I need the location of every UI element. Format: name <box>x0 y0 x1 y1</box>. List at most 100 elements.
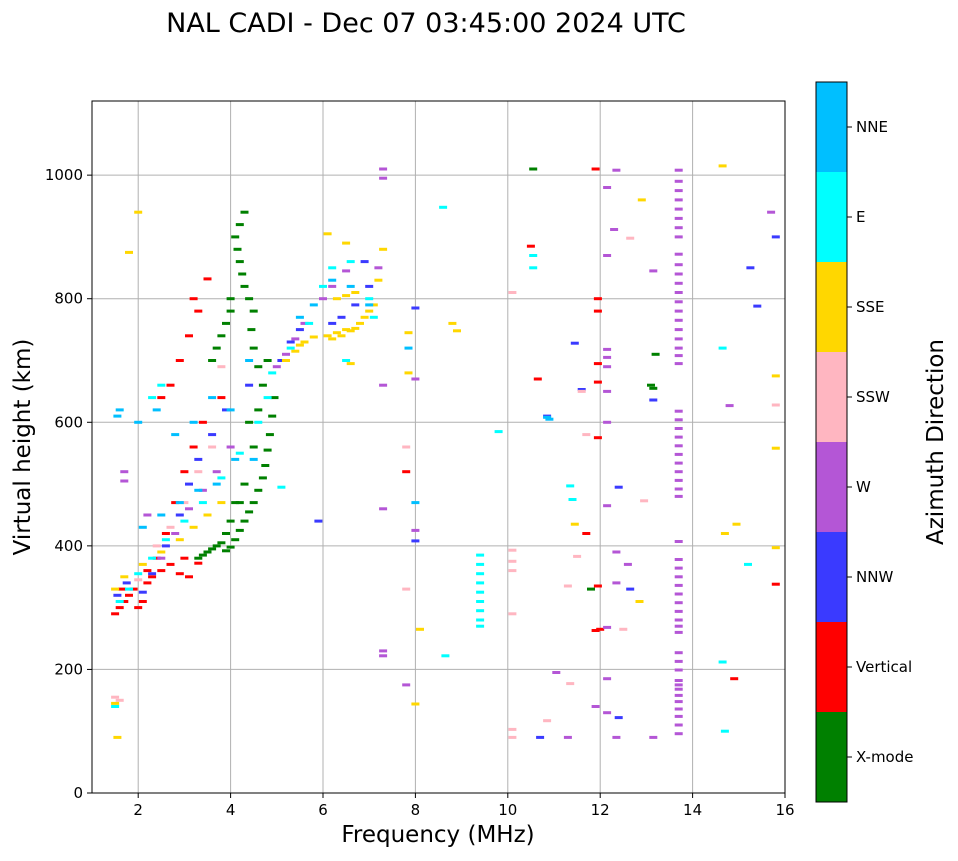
data-point <box>674 679 683 682</box>
data-point <box>640 499 649 503</box>
data-point <box>157 513 166 517</box>
data-point <box>111 612 120 616</box>
data-point <box>771 546 780 550</box>
data-point <box>175 359 184 362</box>
data-point <box>674 624 683 628</box>
data-point <box>291 349 300 353</box>
data-point <box>476 590 485 594</box>
colorbar-segment <box>816 262 847 352</box>
colorbar-label-ssw: SSW <box>856 388 890 406</box>
data-point <box>603 504 612 508</box>
data-point <box>337 334 346 338</box>
data-point <box>134 606 143 610</box>
data-point <box>753 304 762 308</box>
data-point <box>222 532 230 535</box>
data-point <box>402 445 411 449</box>
series-nne <box>113 278 554 529</box>
data-point <box>194 488 203 492</box>
data-point <box>674 540 683 543</box>
data-point <box>587 587 595 591</box>
y-tick-label: 1000 <box>45 166 83 184</box>
data-point <box>222 549 230 553</box>
data-point <box>129 587 138 591</box>
data-point <box>614 716 623 720</box>
data-point <box>235 501 244 505</box>
data-point <box>674 618 683 622</box>
data-point <box>138 562 147 566</box>
data-point <box>300 321 309 325</box>
data-point <box>771 235 780 239</box>
data-point <box>111 705 120 708</box>
data-point <box>143 581 152 585</box>
x-tick-label: 10 <box>498 801 517 819</box>
data-point <box>767 210 776 214</box>
data-point <box>603 420 612 424</box>
series-w <box>120 167 776 739</box>
data-point <box>189 420 198 424</box>
series-ssw <box>111 236 780 739</box>
data-point <box>441 654 450 658</box>
data-point <box>543 719 552 723</box>
data-point <box>379 383 388 387</box>
data-point <box>185 334 193 338</box>
data-point <box>674 435 683 439</box>
data-point <box>674 700 683 704</box>
data-point <box>240 210 249 214</box>
data-point <box>508 559 517 563</box>
data-point <box>674 252 683 256</box>
data-point <box>416 627 424 631</box>
data-point <box>185 507 193 511</box>
data-point <box>593 362 602 366</box>
data-point <box>342 328 351 332</box>
data-point <box>494 430 503 434</box>
data-point <box>254 488 263 492</box>
data-point <box>134 210 143 214</box>
data-point <box>171 501 180 505</box>
data-point <box>175 538 184 542</box>
data-point <box>295 343 304 347</box>
data-point <box>404 331 413 335</box>
data-point <box>563 735 572 739</box>
data-point <box>771 446 780 450</box>
data-point <box>674 189 683 193</box>
data-point <box>134 578 143 582</box>
data-point <box>166 383 175 387</box>
data-point <box>143 513 152 517</box>
data-point <box>771 582 780 586</box>
data-point <box>157 396 166 400</box>
data-point <box>189 445 198 449</box>
colorbar-label-vertical: Vertical <box>856 658 912 676</box>
data-point <box>545 417 554 421</box>
data-point <box>152 556 161 560</box>
data-point <box>591 629 600 632</box>
data-point <box>771 403 780 407</box>
data-point <box>411 501 420 505</box>
data-point <box>314 519 323 523</box>
data-point <box>351 291 360 294</box>
data-point <box>476 562 485 566</box>
colorbar-segment <box>816 172 847 262</box>
data-point <box>222 321 230 325</box>
data-point <box>674 601 683 605</box>
colorbar: X-mode Vertical NNW W SSW SSE E NNE <box>815 81 913 803</box>
data-point <box>379 507 388 511</box>
data-point <box>593 380 602 384</box>
data-point <box>115 600 124 603</box>
colorbar-segment <box>816 82 847 172</box>
data-point <box>194 470 203 474</box>
y-tick-label: 600 <box>54 413 83 431</box>
data-point <box>226 297 235 301</box>
data-point <box>674 558 683 561</box>
data-point <box>379 649 388 653</box>
data-point <box>732 522 741 526</box>
data-point <box>674 179 683 183</box>
data-point <box>674 630 683 634</box>
data-point <box>286 346 295 350</box>
data-point <box>263 448 272 452</box>
data-point <box>295 328 304 332</box>
data-point <box>744 562 752 566</box>
data-point <box>263 396 272 400</box>
data-point <box>235 528 244 532</box>
data-point <box>342 359 351 362</box>
data-point <box>152 408 161 412</box>
